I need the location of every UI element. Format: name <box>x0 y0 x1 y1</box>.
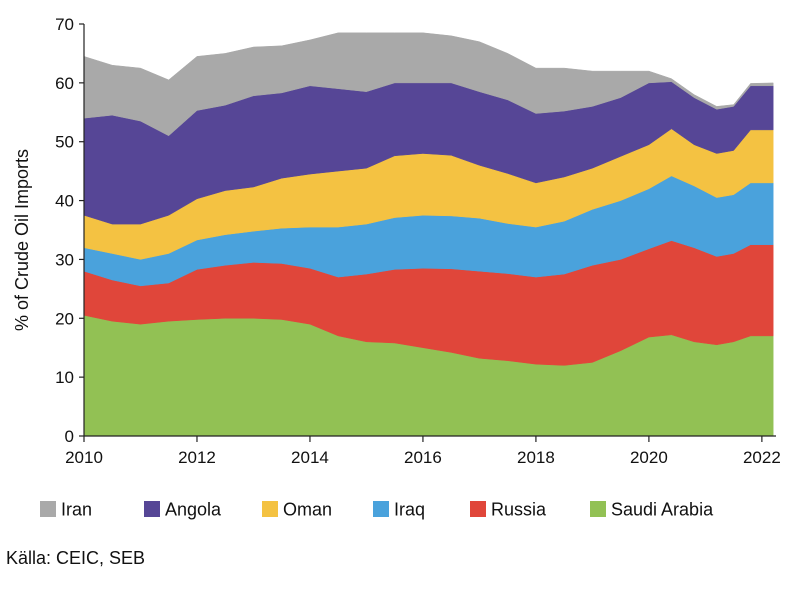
legend-swatch <box>470 501 486 517</box>
x-tick-label: 2016 <box>404 448 442 467</box>
legend-item-iraq: Iraq <box>373 500 425 520</box>
axes: 0 10 20 30 40 50 60 70 2010 2012 2014 2016 2018 2020 2… <box>55 15 781 467</box>
legend-label: Angola <box>165 500 222 520</box>
legend-item-saudi-arabia: Saudi Arabia <box>590 500 714 520</box>
legend-swatch <box>40 501 56 517</box>
y-axis-title: % of Crude Oil Imports <box>12 149 32 331</box>
legend-swatch <box>373 501 389 517</box>
legend-swatch <box>262 501 278 517</box>
legend-label: Iraq <box>394 500 425 520</box>
legend-item-angola: Angola <box>144 500 222 520</box>
legend-item-iran: Iran <box>40 500 92 520</box>
y-tick-label: 0 <box>65 427 74 446</box>
x-tick-label: 2022 <box>743 448 781 467</box>
y-tick-label: 70 <box>55 15 74 34</box>
y-tick-label: 50 <box>55 133 74 152</box>
y-tick-label: 10 <box>55 368 74 387</box>
x-tick-label: 2020 <box>630 448 668 467</box>
legend-label: Saudi Arabia <box>611 500 714 520</box>
legend-swatch <box>590 501 606 517</box>
y-tick-label: 60 <box>55 74 74 93</box>
area-layers <box>83 32 774 437</box>
x-tick-label: 2010 <box>65 448 103 467</box>
y-tick-label: 20 <box>55 309 74 328</box>
y-tick-label: 30 <box>55 250 74 269</box>
source-note: Källa: CEIC, SEB <box>6 548 146 568</box>
x-tick-label: 2014 <box>291 448 329 467</box>
x-tick-label: 2012 <box>178 448 216 467</box>
legend-item-russia: Russia <box>470 500 547 520</box>
y-tick-label: 40 <box>55 192 74 211</box>
legend-label: Russia <box>491 500 547 520</box>
legend-label: Iran <box>61 500 92 520</box>
x-tick-label: 2018 <box>517 448 555 467</box>
legend-item-oman: Oman <box>262 500 332 520</box>
area-iran <box>83 32 774 137</box>
legend-label: Oman <box>283 500 332 520</box>
legend-swatch <box>144 501 160 517</box>
legend: Iran Angola Oman Iraq Russia Saudi Arabia <box>40 500 714 520</box>
